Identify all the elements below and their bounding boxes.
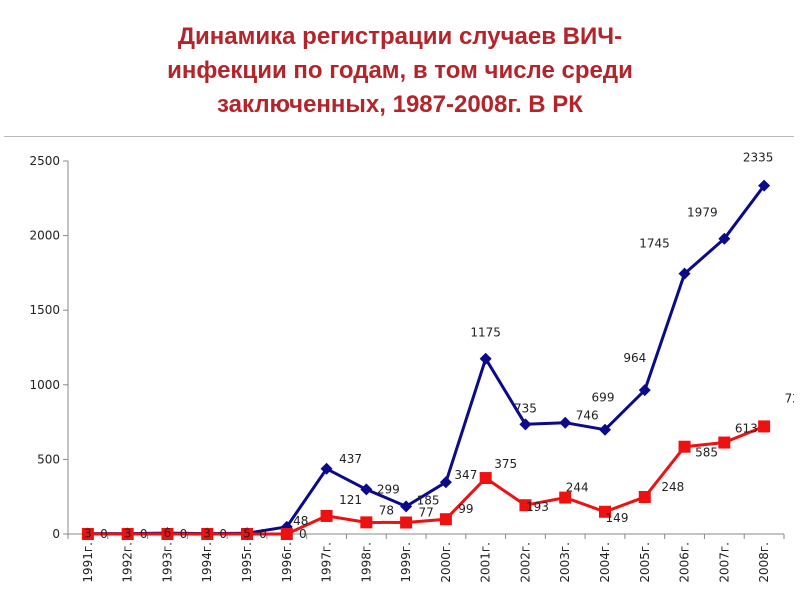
point-prisoners (439, 513, 452, 526)
point-total (599, 423, 611, 436)
point-prisoners (81, 528, 94, 540)
data-label-total: 6 (164, 526, 172, 540)
data-label-total: 2335 (743, 151, 774, 165)
x-tick-label: 2006г. (678, 542, 692, 583)
chart-frame: 0 500 1000 1500 2000 2500 1991г. 1992г. 1993г. 19… (4, 136, 794, 598)
y-tick-label: 2000 (29, 229, 60, 243)
point-total (320, 462, 333, 475)
x-tick-label: 2008г. (757, 542, 771, 583)
data-label-prisoners: 0 (219, 527, 227, 541)
point-prisoners (201, 528, 214, 540)
point-prisoners (758, 420, 771, 433)
data-label-total: 3 (84, 527, 92, 541)
data-label-prisoners: 121 (339, 493, 362, 507)
data-label-prisoners: 0 (100, 527, 108, 541)
data-label-prisoners: 248 (661, 480, 684, 494)
data-label-prisoners: 0 (299, 527, 307, 541)
point-total (559, 416, 572, 429)
point-prisoners (280, 528, 293, 540)
title-line-3: заключенных, 1987-2008г. В РК (217, 91, 583, 118)
point-prisoners (599, 505, 611, 518)
point-prisoners (559, 491, 572, 504)
data-label-prisoners: 149 (606, 511, 629, 525)
data-label-prisoners: 77 (418, 506, 433, 520)
y-tick-label: 2500 (29, 154, 60, 168)
point-prisoners (678, 440, 691, 453)
x-tick-label: 2000г. (439, 542, 453, 583)
data-label-prisoners: 721 (785, 391, 794, 405)
x-tick-label: 1993г. (160, 542, 174, 583)
chart-title: Динамика регистрации случаев ВИЧ- инфекц… (0, 20, 800, 122)
data-label-total: 5 (243, 526, 251, 540)
data-label-prisoners: 0 (180, 527, 188, 541)
data-label-prisoners: 0 (140, 527, 148, 541)
title-line-1: Динамика регистрации случаев ВИЧ- (177, 23, 623, 50)
point-total (638, 384, 651, 397)
point-total (439, 476, 452, 489)
x-tick-label: 2004г. (598, 542, 612, 583)
x-tick-label: 1991г. (81, 542, 95, 583)
data-label-total: 185 (417, 493, 440, 507)
point-total (400, 500, 413, 513)
point-prisoners (241, 528, 253, 540)
point-total (360, 483, 373, 496)
x-tick-label: 1999г. (399, 542, 413, 583)
x-tick-label: 1996г. (280, 542, 294, 583)
data-label-total: 746 (576, 409, 599, 423)
data-label-prisoners: 99 (458, 502, 473, 516)
point-prisoners (400, 516, 413, 529)
y-tick-label: 0 (52, 527, 60, 541)
point-prisoners (121, 528, 134, 540)
data-label-total: 347 (454, 468, 477, 482)
data-label-prisoners: 375 (494, 457, 517, 471)
data-label-total: 1745 (639, 237, 670, 251)
point-total (479, 352, 492, 365)
point-prisoners (718, 436, 731, 449)
x-tick-label: 2007г. (717, 542, 731, 583)
data-label-total: 1175 (470, 326, 501, 340)
data-label-prisoners: 613 (735, 422, 758, 436)
data-label-total: 48 (293, 514, 308, 528)
point-prisoners (360, 516, 373, 529)
x-tick-label: 2002г. (518, 542, 532, 583)
point-total (519, 418, 532, 431)
y-tick-label: 1000 (29, 378, 60, 392)
x-tick-label: 2001г. (479, 542, 493, 583)
data-label-prisoners: 0 (259, 527, 267, 541)
point-total (678, 267, 691, 280)
y-tick-label: 1500 (29, 303, 60, 317)
series-line-prisoners (87, 425, 765, 536)
y-tick-label: 500 (37, 452, 60, 466)
data-label-prisoners: 78 (379, 503, 394, 517)
data-label-total: 3 (124, 527, 132, 541)
point-total (718, 232, 731, 245)
x-tick-label: 1998г. (359, 542, 373, 583)
data-label-prisoners: 193 (526, 500, 549, 514)
data-label-total: 1979 (687, 206, 718, 220)
data-label-prisoners: 244 (566, 481, 589, 495)
point-prisoners (519, 499, 532, 512)
data-label-total: 699 (592, 391, 615, 405)
point-prisoners (161, 528, 174, 540)
x-tick-label: 1992г. (121, 542, 135, 583)
x-tick-label: 2003г. (558, 542, 572, 583)
data-label-prisoners: 585 (695, 446, 718, 460)
x-tick-label: 1997г. (320, 542, 334, 583)
point-total (758, 179, 771, 192)
point-prisoners (479, 472, 492, 485)
x-tick-label: 1994г. (200, 542, 214, 583)
data-label-total: 437 (339, 452, 362, 466)
title-line-2: инфекции по годам, в том числе среди (167, 57, 633, 84)
point-prisoners (320, 509, 333, 522)
data-label-total: 964 (623, 351, 646, 365)
data-label-total: 299 (377, 482, 400, 496)
point-prisoners (638, 490, 651, 503)
x-tick-label: 2005г. (638, 542, 652, 583)
x-tick-label: 1995г. (240, 542, 254, 583)
data-label-total: 3 (203, 527, 211, 541)
data-label-total: 735 (514, 401, 537, 415)
